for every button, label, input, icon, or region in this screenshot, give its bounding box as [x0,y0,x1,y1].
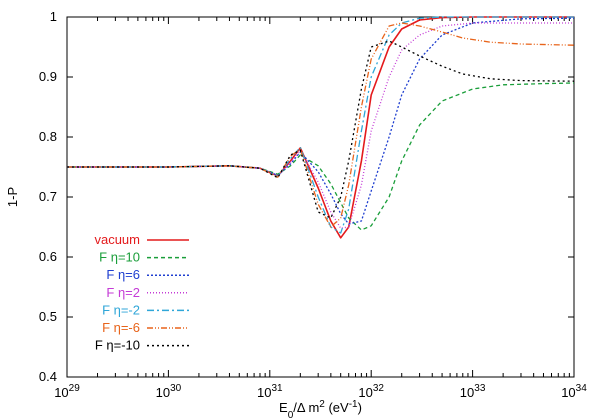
series-layer [67,16,575,239]
y-axis-label: 1-P [5,187,20,207]
legend-label: F η=-6 [102,320,140,335]
series-line-4 [67,16,574,234]
series-line-6 [67,40,575,219]
plot-frame [66,16,575,378]
x-axis-label: E0/Δ m2 (eV-1) [279,399,362,420]
y-tick-label: 0.9 [39,69,57,84]
y-tick-label: 0.7 [39,189,57,204]
x-tick-label: 1033 [460,383,486,400]
x-tick-label: 1030 [156,383,182,400]
x-tick-label: 1032 [358,383,384,400]
series-line-0 [67,16,574,239]
legend-label: vacuum [94,232,140,247]
y-tick-label: 0.6 [39,249,57,264]
legend: vacuum F η=10 F η=6 F η=2 F η=-2 F η=-6 F η=-1… [94,232,189,353]
y-tick-label: 0.5 [39,309,57,324]
x-tick-label: 1029 [54,383,80,400]
series-line-3 [67,22,574,229]
y-tick-label: 0.8 [39,129,57,144]
legend-label: F η=2 [106,285,140,300]
legend-label: F η=-2 [102,302,140,317]
y-tick-label: 0.4 [39,369,57,384]
x-tick-label: 1034 [561,383,587,400]
x-tick-label: 1031 [257,383,283,400]
legend-label: F η=6 [106,267,140,282]
legend-label: F η=-10 [95,338,140,353]
axis-ticks: 0.4 0.5 0.6 0.7 0.8 0.9 1 1029 1030 1031 1032 1033 1… [39,9,587,400]
series-line-5 [67,22,575,228]
legend-label: F η=10 [99,250,140,265]
y-tick-label: 1 [50,9,57,24]
